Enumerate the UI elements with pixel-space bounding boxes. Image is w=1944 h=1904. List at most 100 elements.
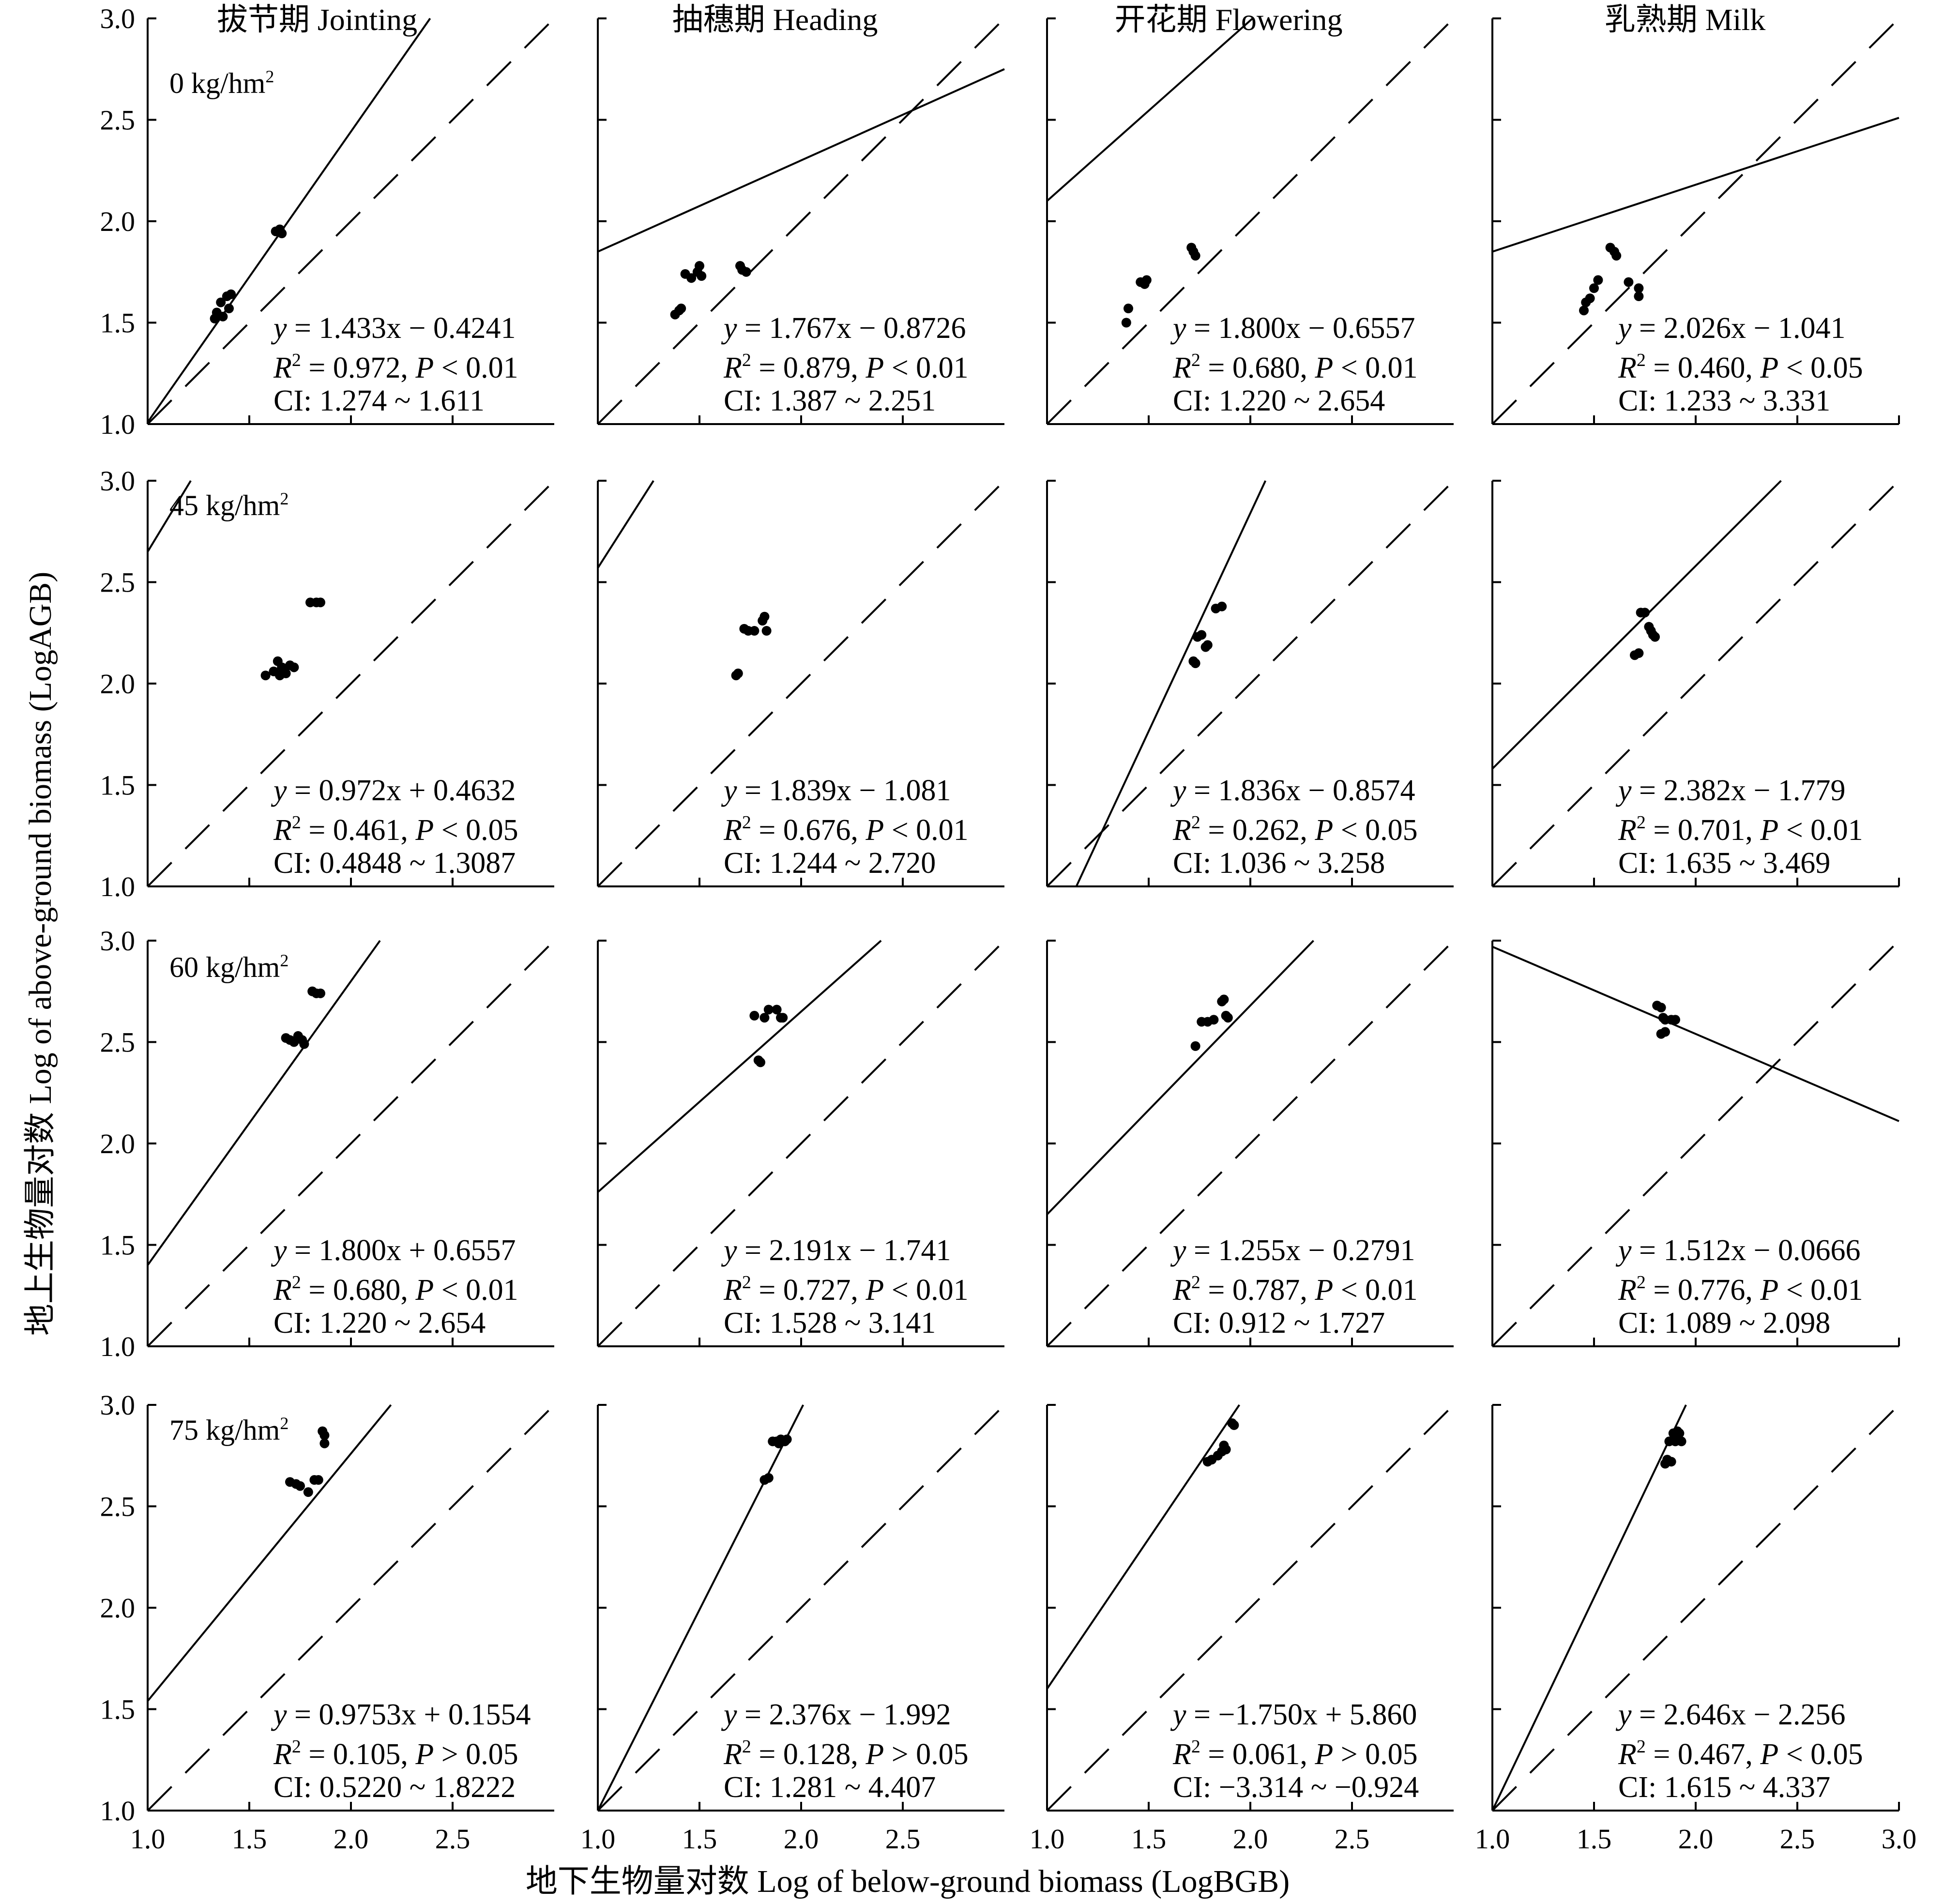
ci-label: CI: 0.5220 ~ 1.8222 bbox=[273, 1771, 516, 1804]
r2-value: = 0.460, bbox=[1646, 351, 1760, 384]
y-tick-label: 1.5 bbox=[100, 307, 136, 339]
r2-superscript: 2 bbox=[292, 812, 301, 833]
data-point bbox=[1634, 283, 1644, 293]
y-tick-label: 1.0 bbox=[100, 1795, 136, 1827]
equation-rhs: = 1.767x − 0.8726 bbox=[737, 312, 966, 345]
stage-title-flowering: 开花期 Flowering bbox=[1114, 2, 1342, 37]
data-point bbox=[1640, 608, 1650, 618]
r2-superscript: 2 bbox=[292, 350, 301, 370]
p-value: < 0.01 bbox=[434, 1274, 518, 1307]
r2-superscript: 2 bbox=[1637, 1736, 1646, 1757]
p-symbol: P bbox=[865, 1274, 884, 1307]
equation-label: y = 2.382x − 1.779 bbox=[1615, 774, 1845, 807]
data-point bbox=[733, 669, 743, 679]
data-point bbox=[1666, 1457, 1676, 1467]
r2-superscript: 2 bbox=[292, 1272, 301, 1293]
data-point bbox=[1611, 251, 1622, 261]
r2-superscript: 2 bbox=[742, 812, 751, 833]
equation-rhs: = 1.800x + 0.6557 bbox=[287, 1234, 516, 1267]
equation-y: y bbox=[721, 1698, 737, 1731]
data-point bbox=[1660, 1027, 1670, 1037]
r2-symbol: R bbox=[1172, 1274, 1191, 1307]
equation-label: y = 1.800x + 0.6557 bbox=[271, 1234, 516, 1267]
r2-value: = 0.680, bbox=[301, 1274, 415, 1307]
data-point bbox=[216, 297, 226, 307]
reference-line-1to1 bbox=[1491, 940, 1900, 1347]
equation-label: y = −1.750x + 5.860 bbox=[1170, 1698, 1417, 1731]
data-point bbox=[1676, 1436, 1686, 1447]
p-value: < 0.01 bbox=[1778, 1274, 1863, 1307]
ci-label: CI: 1.387 ~ 2.251 bbox=[724, 384, 936, 417]
y-tick-label: 1.0 bbox=[100, 409, 136, 440]
equation-rhs: = 1.433x − 0.4241 bbox=[287, 312, 516, 345]
reference-line-1to1 bbox=[147, 17, 555, 425]
equation-rhs: = 2.026x − 1.041 bbox=[1632, 312, 1846, 345]
r2-label: R2 = 0.128, P > 0.05 bbox=[723, 1736, 969, 1771]
y-tick-label: 1.5 bbox=[100, 1230, 136, 1261]
y-tick-label: 3.0 bbox=[100, 1389, 136, 1421]
panel-r2c2: y = 1.255x − 0.2791 R2 = 0.787, P < 0.01C… bbox=[1046, 940, 1455, 1347]
rate-label-0: 0 kg/hm2 bbox=[169, 67, 274, 99]
r2-label: R2 = 0.460, P < 0.05 bbox=[1618, 350, 1863, 384]
reference-line-1to1 bbox=[597, 940, 1005, 1347]
data-point bbox=[218, 311, 228, 321]
equation-label: y = 2.026x − 1.041 bbox=[1615, 312, 1845, 345]
panel-r1c1: y = 1.839x − 1.081 R2 = 0.676, P < 0.01CI… bbox=[597, 480, 1005, 887]
x-tick-label: 2.5 bbox=[435, 1823, 471, 1855]
data-point bbox=[1221, 1445, 1231, 1455]
equation-label: y = 2.646x − 2.256 bbox=[1615, 1698, 1845, 1731]
equation-rhs: = −1.750x + 5.860 bbox=[1186, 1698, 1417, 1731]
r2-symbol: R bbox=[723, 1274, 742, 1307]
x-tick-label: 1.0 bbox=[1475, 1823, 1510, 1855]
r2-superscript: 2 bbox=[742, 1736, 751, 1757]
equation-y: y bbox=[1170, 1234, 1186, 1267]
y-tick-label: 2.5 bbox=[100, 1491, 136, 1523]
p-symbol: P bbox=[415, 1274, 434, 1307]
r2-value: = 0.787, bbox=[1200, 1274, 1315, 1307]
r2-label: R2 = 0.680, P < 0.01 bbox=[1172, 350, 1418, 384]
reference-line-1to1 bbox=[1491, 17, 1900, 425]
x-tick-label: 2.0 bbox=[1233, 1823, 1268, 1855]
p-value: < 0.01 bbox=[1333, 1274, 1417, 1307]
p-value: > 0.05 bbox=[884, 1738, 968, 1771]
rate-label-3-superscript: 2 bbox=[280, 1414, 289, 1433]
equation-rhs: = 2.376x − 1.992 bbox=[737, 1698, 951, 1731]
r2-symbol: R bbox=[723, 351, 742, 384]
y-tick-label: 3.0 bbox=[100, 925, 136, 957]
r2-value: = 0.680, bbox=[1200, 351, 1315, 384]
equation-rhs: = 2.382x − 1.779 bbox=[1632, 774, 1846, 807]
fit-line bbox=[1492, 945, 1899, 1122]
r2-symbol: R bbox=[273, 1274, 292, 1307]
equation-rhs: = 2.646x − 2.256 bbox=[1632, 1698, 1846, 1731]
equation-rhs: = 1.255x − 0.2791 bbox=[1186, 1234, 1415, 1267]
data-point bbox=[756, 1057, 765, 1067]
y-tick-label: 2.0 bbox=[100, 668, 136, 700]
p-value: < 0.01 bbox=[1778, 814, 1863, 847]
fit-line bbox=[597, 68, 1005, 253]
reference-line-1to1 bbox=[597, 17, 1005, 425]
y-tick-label: 1.5 bbox=[100, 770, 136, 801]
rate-label-2: 60 kg/hm2 bbox=[169, 951, 289, 983]
p-symbol: P bbox=[1314, 1738, 1333, 1771]
x-tick-label: 2.5 bbox=[1335, 1823, 1370, 1855]
reference-line-1to1 bbox=[147, 480, 555, 887]
y-tick-label: 3.0 bbox=[100, 465, 136, 497]
stage-title-jointing: 拔节期 Jointing bbox=[217, 2, 417, 37]
r2-label: R2 = 0.701, P < 0.01 bbox=[1618, 812, 1863, 847]
r2-superscript: 2 bbox=[1191, 812, 1200, 833]
r2-label: R2 = 0.467, P < 0.05 bbox=[1618, 1736, 1863, 1771]
r2-superscript: 2 bbox=[1637, 812, 1646, 833]
data-point bbox=[749, 626, 759, 636]
equation-y: y bbox=[271, 1234, 287, 1267]
r2-superscript: 2 bbox=[1191, 1736, 1200, 1757]
x-tick-label: 1.5 bbox=[682, 1823, 717, 1855]
reference-line-1to1 bbox=[597, 480, 1005, 887]
data-point bbox=[1671, 1015, 1680, 1025]
rate-label-0-text: 0 kg/hm bbox=[169, 67, 265, 99]
fit-line bbox=[1046, 1404, 1240, 1690]
panel-r3c1: 1.0 1.5 2.0 2.5 y = 2.376x − 1.992 R2 = 0.128… bbox=[580, 1404, 1005, 1855]
r2-value: = 0.701, bbox=[1646, 814, 1760, 847]
data-point bbox=[226, 289, 236, 299]
data-point bbox=[759, 1013, 770, 1023]
